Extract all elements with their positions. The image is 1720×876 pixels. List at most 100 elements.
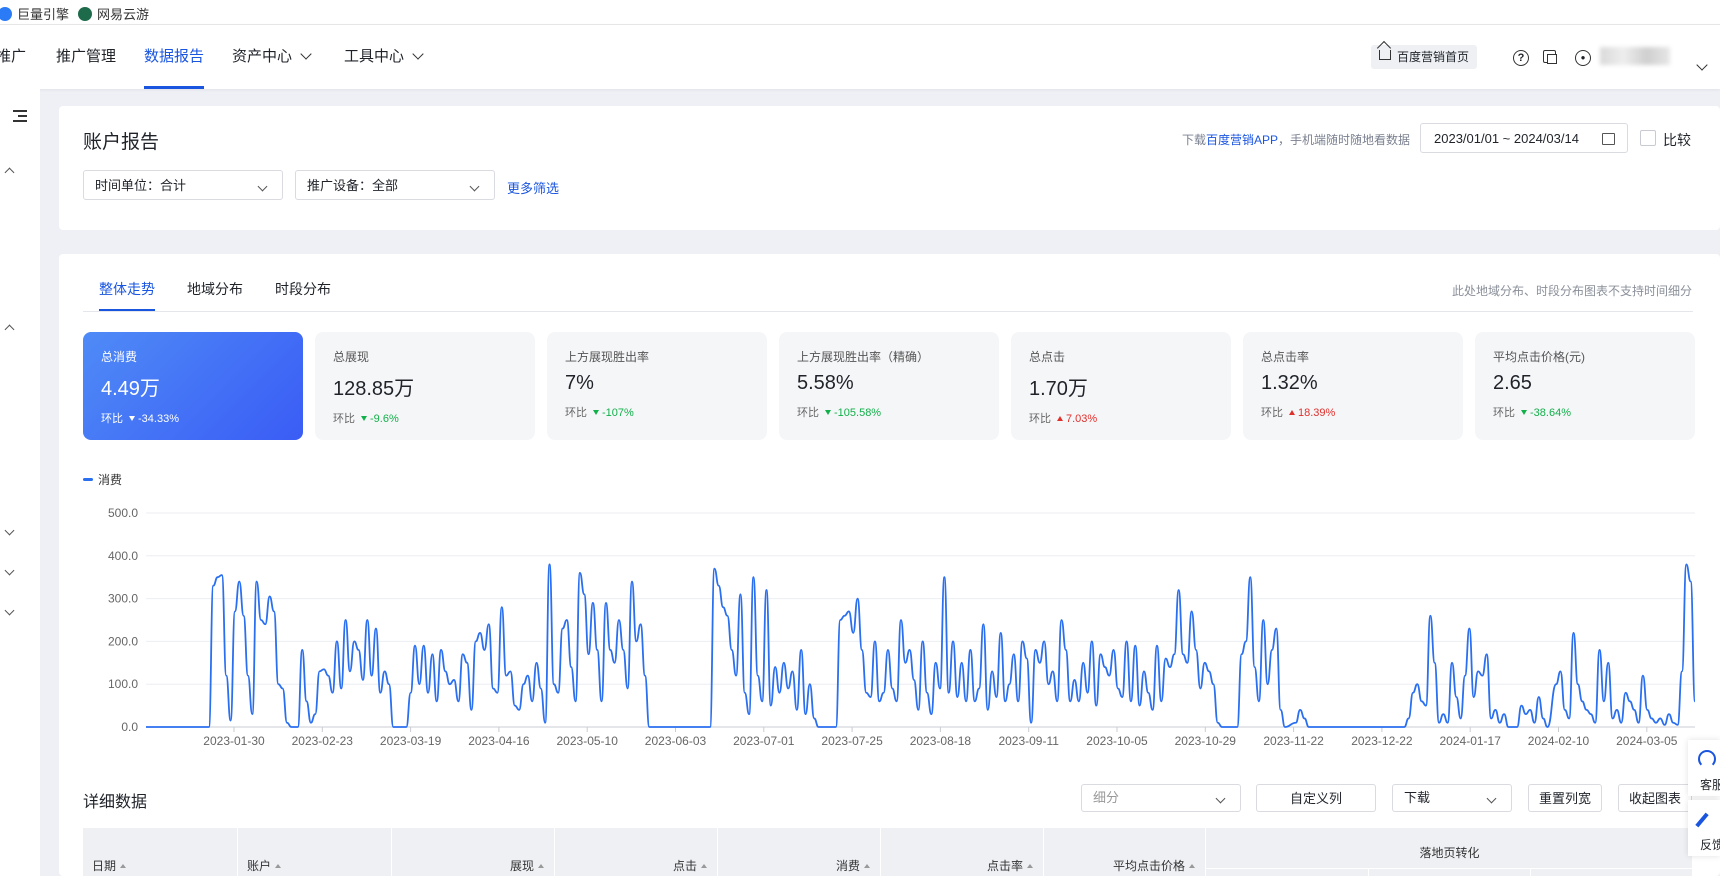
x-tick-label: 2024-02-10	[1528, 734, 1590, 748]
sort-icon	[701, 864, 707, 868]
nav-item-data-report[interactable]: 数据报告	[144, 25, 205, 89]
bookmark-juliang[interactable]: 巨量引擎	[0, 4, 69, 23]
more-filters-link[interactable]: 更多筛选	[507, 181, 560, 196]
copy-icon[interactable]	[1543, 50, 1557, 64]
tab-time-distribution[interactable]: 时段分布	[275, 281, 331, 297]
metric-card-top-impression-rate-exact[interactable]: 上方展现胜出率（精确） 5.58% 环比 -105.58%	[779, 332, 999, 440]
series-line-spend	[145, 563, 1696, 728]
metric-label: 总展现	[333, 350, 370, 364]
sort-icon	[275, 864, 282, 868]
chart-legend[interactable]: 消费	[83, 471, 122, 488]
download-select[interactable]: 下载	[1392, 784, 1512, 812]
chevron-down-icon	[300, 48, 312, 60]
compare-checkbox[interactable]	[1640, 130, 1656, 146]
x-tick-label: 2023-04-16	[468, 734, 530, 748]
tabs-note: 此处地域分布、时段分布图表不支持时间细分	[1452, 284, 1693, 298]
metric-compare: 环比 -38.64%	[1493, 407, 1571, 419]
chevron-down-icon[interactable]	[4, 525, 15, 536]
column-header-clicks[interactable]: 点击	[555, 828, 718, 876]
sort-icon	[538, 864, 544, 868]
metric-card-top-impression-rate[interactable]: 上方展现胜出率 7% 环比 -107%	[547, 332, 767, 440]
app-download-hint: 下载百度营销APP，手机端随时随地看数据	[1182, 133, 1411, 147]
column-header-date[interactable]: 日期	[83, 828, 238, 876]
breakdown-select[interactable]: 细分	[1081, 784, 1241, 812]
y-tick-label: 200.0	[108, 634, 138, 648]
wangyi-icon	[78, 6, 92, 21]
column-header-account[interactable]: 账户	[238, 828, 392, 876]
tab-overall-trend[interactable]: 整体走势	[99, 279, 155, 311]
bookmark-bar: 巨量引擎 网易云游	[0, 0, 1720, 25]
x-tick-label: 2023-10-29	[1175, 734, 1237, 748]
feedback-button[interactable]: 反馈	[1688, 800, 1720, 856]
nav-item-tool-center[interactable]: 工具中心	[344, 25, 424, 89]
customer-service-button[interactable]: 客服	[1688, 740, 1720, 796]
metric-delta: -38.64%	[1521, 407, 1571, 419]
x-tick-label: 2024-01-17	[1440, 734, 1502, 748]
nav-item-promotion-management[interactable]: 推广管理	[56, 48, 117, 65]
metric-card-total-spend[interactable]: 总消费 4.49万 环比 -34.33%	[83, 332, 303, 440]
collapse-chart-button[interactable]: 收起图表	[1618, 784, 1692, 812]
baidu-marketing-home-button[interactable]: 百度营销首页	[1371, 45, 1478, 69]
metric-value: 1.32%	[1261, 372, 1318, 394]
chevron-down-icon[interactable]	[4, 565, 15, 576]
sort-icon	[120, 864, 127, 868]
metric-delta: -107%	[593, 407, 634, 419]
column-header-impressions[interactable]: 展现	[392, 828, 555, 876]
metric-label: 上方展现胜出率	[565, 350, 650, 364]
x-tick-label: 2023-10-05	[1086, 734, 1148, 748]
user-icon[interactable]: ●	[1575, 50, 1591, 66]
metric-card-avg-cpc[interactable]: 平均点击价格(元) 2.65 环比 -38.64%	[1475, 332, 1695, 440]
reset-column-width-button[interactable]: 重置列宽	[1528, 784, 1602, 812]
device-select[interactable]: 推广设备：全部	[295, 170, 495, 200]
home-icon	[1379, 50, 1391, 60]
tab-region-distribution[interactable]: 地域分布	[187, 281, 243, 297]
app-download-link[interactable]: 百度营销APP	[1206, 133, 1279, 147]
headset-icon	[1698, 750, 1716, 768]
top-nav: 推广 推广管理 数据报告 资产中心 工具中心 百度营销首页 ? ●	[0, 25, 1720, 89]
column-group-landing-conversion: 落地页转化	[1206, 828, 1693, 876]
x-tick-label: 2024-03-05	[1616, 734, 1678, 748]
x-tick-label: 2023-02-23	[292, 734, 354, 748]
nav-item-asset-center[interactable]: 资产中心	[232, 25, 312, 89]
x-tick-label: 2023-03-19	[380, 734, 442, 748]
details-title: 详细数据	[83, 794, 148, 811]
arrow-down-icon	[1521, 410, 1527, 415]
x-tick-label: 2023-08-18	[910, 734, 972, 748]
chevron-up-icon[interactable]	[4, 324, 15, 335]
arrow-up-icon	[1289, 410, 1295, 415]
chevron-down-icon[interactable]	[4, 605, 15, 616]
metric-delta: 7.03%	[1057, 413, 1097, 425]
metric-compare: 环比 -107%	[565, 407, 634, 419]
y-tick-label: 400.0	[108, 549, 138, 563]
chevron-down-icon[interactable]	[1696, 59, 1708, 71]
metric-card-total-impressions[interactable]: 总展现 128.85万 环比 -9.6%	[315, 332, 535, 440]
time-unit-select[interactable]: 时间单位：合计	[83, 170, 283, 200]
menu-collapse-icon[interactable]	[13, 109, 27, 123]
y-tick-label: 300.0	[108, 592, 138, 606]
chevron-down-icon	[469, 181, 480, 192]
group-header-label: 落地页转化	[1419, 846, 1480, 860]
metric-compare: 环比 -34.33%	[101, 413, 179, 425]
custom-columns-button[interactable]: 自定义列	[1256, 784, 1376, 812]
compare-label: 比较	[1663, 132, 1691, 148]
y-tick-label: 500.0	[108, 506, 138, 520]
column-header-ctr[interactable]: 点击率	[881, 828, 1044, 876]
chevron-up-icon[interactable]	[4, 167, 15, 178]
arrow-down-icon	[129, 416, 135, 421]
date-range-picker[interactable]: 2023/01/01 ~ 2024/03/14	[1420, 123, 1628, 153]
bookmark-label: 巨量引擎	[17, 7, 70, 22]
bookmark-wangyi[interactable]: 网易云游	[78, 4, 149, 23]
metric-compare: 环比 7.03%	[1029, 413, 1098, 425]
pen-icon	[1695, 812, 1709, 828]
metric-card-total-clicks[interactable]: 总点击 1.70万 环比 7.03%	[1011, 332, 1231, 440]
metric-card-total-ctr[interactable]: 总点击率 1.32% 环比 18.39%	[1243, 332, 1463, 440]
nav-item-promotion[interactable]: 推广	[0, 48, 27, 65]
chevron-down-icon	[412, 48, 424, 60]
bookmark-label: 网易云游	[97, 7, 150, 22]
column-header-spend[interactable]: 消费	[718, 828, 881, 876]
metric-delta: -9.6%	[361, 413, 399, 425]
tabs-divider	[83, 311, 1693, 312]
help-icon[interactable]: ?	[1513, 50, 1529, 66]
chevron-down-icon	[1215, 793, 1226, 804]
column-header-avg-cpc[interactable]: 平均点击价格	[1044, 828, 1206, 876]
